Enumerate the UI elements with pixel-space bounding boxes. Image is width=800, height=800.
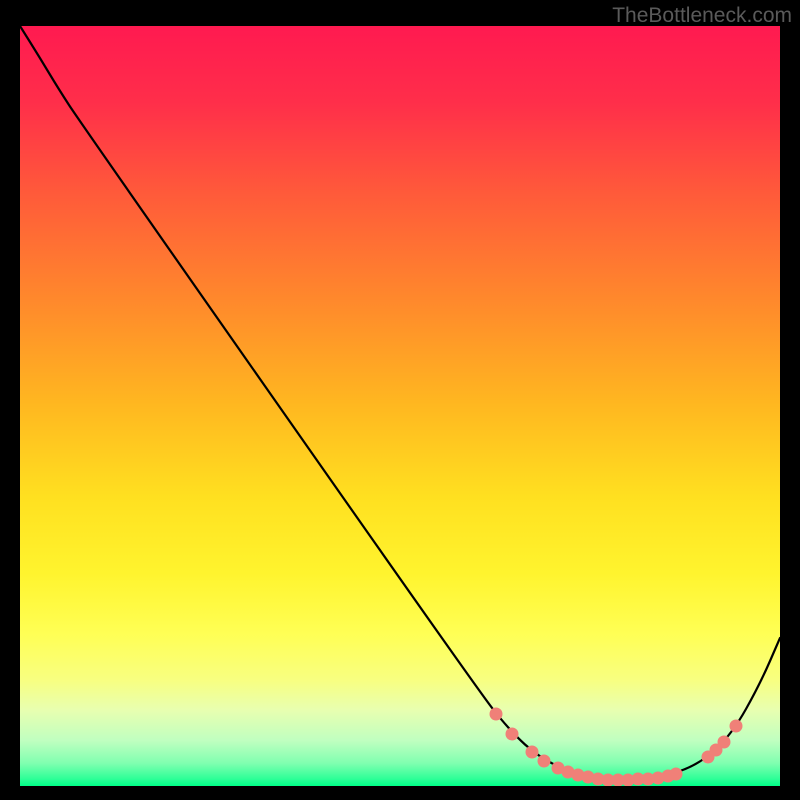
curve-marker [526, 746, 538, 758]
curve-marker [718, 736, 730, 748]
curve-marker [506, 728, 518, 740]
watermark-text: TheBottleneck.com [612, 4, 792, 28]
chart-container: TheBottleneck.com [0, 0, 800, 800]
gradient-curve-chart [20, 26, 780, 786]
gradient-background [20, 26, 780, 786]
curve-marker [538, 755, 550, 767]
curve-marker [730, 720, 742, 732]
curve-marker [490, 708, 502, 720]
chart-area [20, 26, 780, 786]
curve-marker [670, 768, 682, 780]
